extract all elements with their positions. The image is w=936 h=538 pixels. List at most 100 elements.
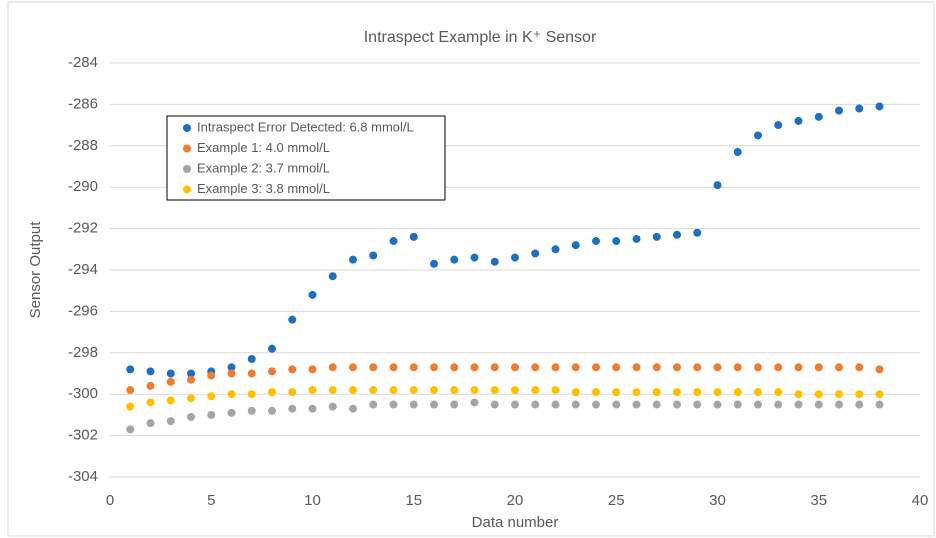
data-point <box>592 237 600 246</box>
y-tick-label: -302 <box>68 427 98 444</box>
data-point <box>389 363 398 372</box>
data-point <box>369 386 378 395</box>
data-point <box>227 369 236 378</box>
data-point <box>632 388 641 397</box>
data-point <box>389 386 398 395</box>
y-tick-label: -284 <box>68 54 98 71</box>
chart-frame <box>7 1 935 537</box>
data-point <box>571 363 580 372</box>
data-point <box>733 148 742 157</box>
data-point <box>166 417 175 426</box>
data-point <box>288 315 297 324</box>
y-tick-label: -304 <box>68 468 98 485</box>
data-point <box>328 402 337 411</box>
legend-marker <box>183 185 191 194</box>
data-point <box>814 390 823 399</box>
data-point <box>693 388 702 397</box>
data-point <box>288 404 297 413</box>
data-point <box>369 251 378 260</box>
data-point <box>612 363 621 372</box>
data-point <box>490 363 499 372</box>
data-point <box>430 386 438 395</box>
y-tick-label: -292 <box>68 220 98 237</box>
data-point <box>247 390 256 399</box>
data-point <box>551 400 560 409</box>
legend-label: Example 3: 3.8 mmol/L <box>197 181 330 196</box>
data-point <box>632 400 641 409</box>
x-tick-label: 30 <box>709 492 726 509</box>
data-point <box>855 104 864 113</box>
data-point <box>693 400 702 409</box>
data-point <box>166 377 175 386</box>
data-point <box>490 257 499 266</box>
data-point <box>146 381 155 390</box>
data-point <box>227 363 236 372</box>
data-point <box>511 363 519 372</box>
data-point <box>207 410 216 419</box>
data-point <box>268 406 276 415</box>
data-point <box>693 363 702 372</box>
x-tick-label: 40 <box>912 492 929 509</box>
data-point <box>207 371 216 380</box>
y-tick-label: -290 <box>68 178 98 195</box>
data-point <box>754 400 762 409</box>
data-point <box>490 400 499 409</box>
y-tick-label: -294 <box>68 261 98 278</box>
data-point <box>713 400 722 409</box>
data-point <box>673 230 681 239</box>
y-tick-label: -298 <box>68 344 98 361</box>
data-point <box>187 412 195 421</box>
x-tick-label: 35 <box>810 492 827 509</box>
data-point <box>612 400 621 409</box>
data-point <box>612 237 621 246</box>
data-point <box>774 363 783 372</box>
x-axis-label: Data number <box>472 514 559 531</box>
data-point <box>349 386 357 395</box>
data-point <box>673 363 681 372</box>
legend-marker <box>183 124 191 132</box>
data-point <box>227 408 236 417</box>
data-point <box>632 234 641 243</box>
data-point <box>349 404 357 413</box>
data-point <box>470 363 479 372</box>
data-point <box>409 386 418 395</box>
data-point <box>247 355 256 364</box>
data-point <box>207 392 216 401</box>
data-point <box>531 363 540 372</box>
x-tick-label: 10 <box>304 492 321 509</box>
data-point <box>531 400 540 409</box>
data-point <box>774 388 783 397</box>
data-point <box>268 367 276 376</box>
data-point <box>430 363 438 372</box>
data-point <box>673 400 681 409</box>
data-point <box>551 245 560 254</box>
data-point <box>409 400 418 409</box>
data-point <box>511 386 519 395</box>
legend-label: Example 1: 4.0 mmol/L <box>197 140 330 155</box>
data-point <box>531 386 540 395</box>
chart-title: Intraspect Example in K⁺ Sensor <box>364 29 597 46</box>
data-point <box>551 363 560 372</box>
data-point <box>126 386 135 395</box>
x-tick-label: 5 <box>207 492 215 509</box>
data-point <box>247 369 256 378</box>
data-point <box>308 386 317 395</box>
data-point <box>592 363 600 372</box>
data-point <box>470 386 479 395</box>
data-point <box>571 241 580 250</box>
data-point <box>754 131 762 140</box>
data-point <box>450 363 459 372</box>
data-point <box>733 388 742 397</box>
y-tick-label: -300 <box>68 385 98 402</box>
data-point <box>349 363 357 372</box>
data-point <box>450 386 459 395</box>
data-point <box>794 390 803 399</box>
data-point <box>875 400 884 409</box>
data-point <box>409 232 418 241</box>
data-point <box>288 365 297 374</box>
data-point <box>490 386 499 395</box>
data-point <box>835 390 843 399</box>
data-point <box>855 400 864 409</box>
data-point <box>592 400 600 409</box>
